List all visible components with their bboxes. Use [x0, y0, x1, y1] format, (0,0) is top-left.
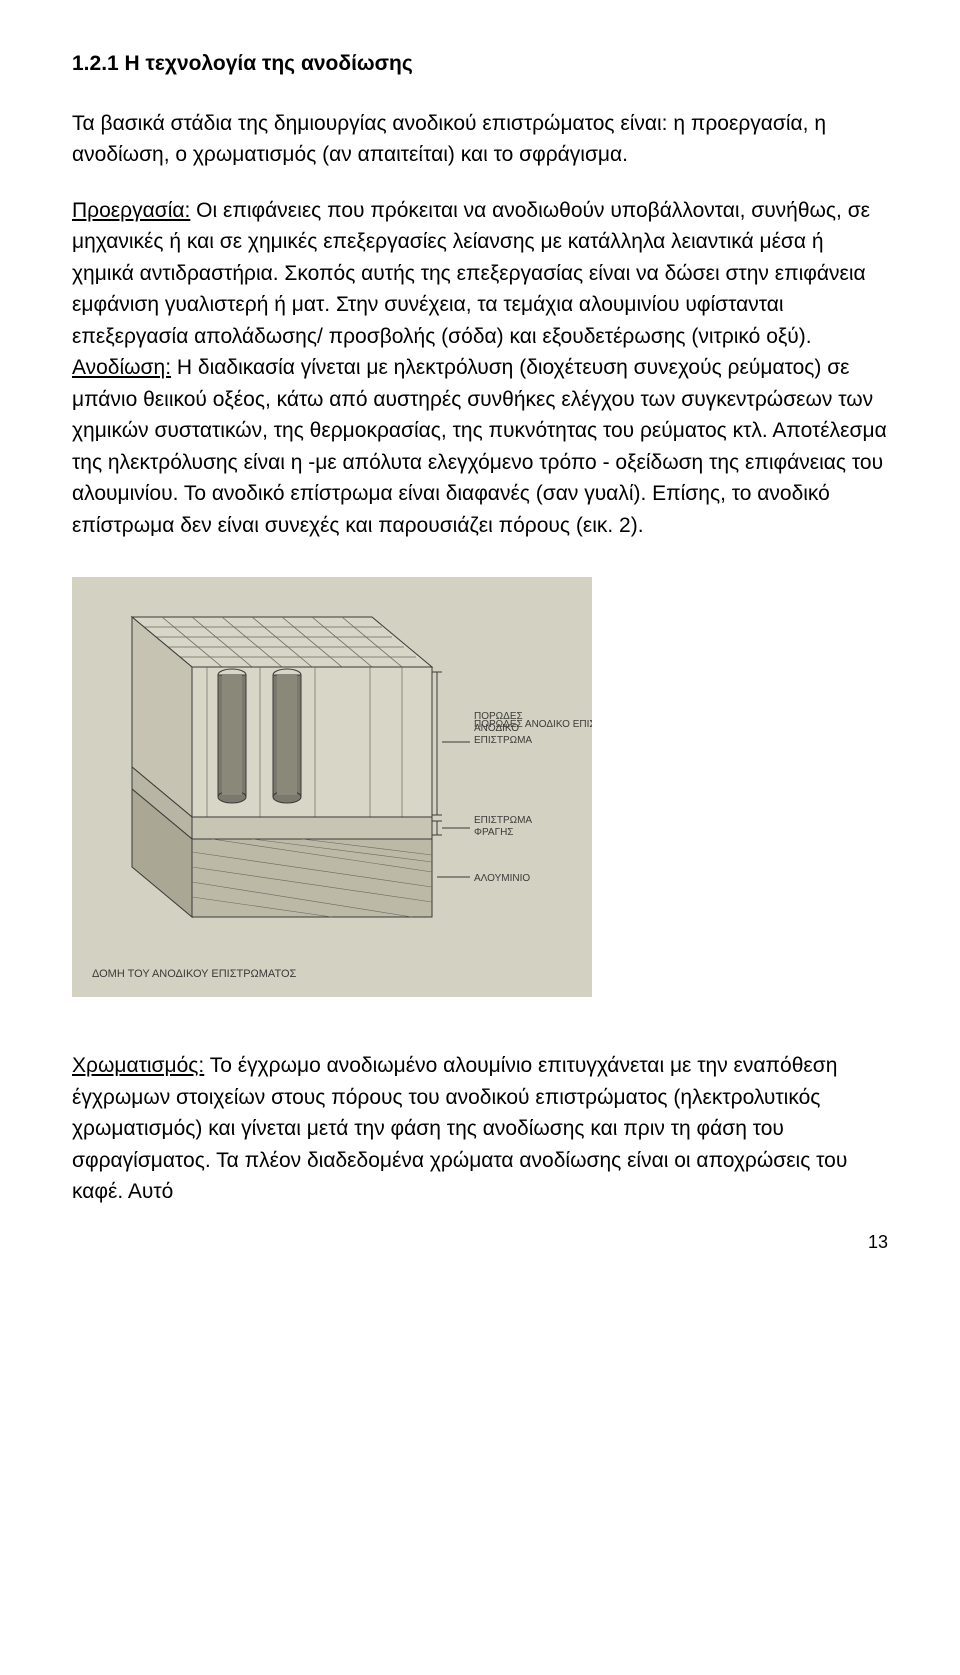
body-anodiosi: Η διαδικασία γίνεται με ηλεκτρόλυση (διο… [72, 356, 887, 537]
page-number: 13 [72, 1232, 888, 1253]
label-proergasia: Προεργασία: [72, 199, 190, 222]
diagram-svg: ΠΟΡΩΔΕΣ ΑΝΟΔΙΚΟ ΕΠΙΣΤΡΩΜΑ ΠΟΡΩΔΕΣ ΑΝΟΔΙΚ… [72, 577, 592, 997]
document-page: 1.2.1 Η τεχνολογία της ανοδίωσης Τα βασι… [0, 0, 960, 1293]
figure-label-aluminium: ΑΛΟΥΜΙΝΙΟ [474, 873, 530, 884]
section-heading: 1.2.1 Η τεχνολογία της ανοδίωσης [72, 48, 888, 80]
section-proergasia: Προεργασία: Οι επιφάνειες που πρόκειται … [72, 195, 888, 542]
label-chromatismos: Χρωματισμός: [72, 1054, 204, 1077]
section-chromatismos: Χρωματισμός: Το έγχρωμο ανοδιωμένο αλουμ… [72, 1050, 888, 1208]
figure-caption: ΔΟΜΗ ΤΟΥ ΑΝΟΔΙΚΟΥ ΕΠΙΣΤΡΩΜΑΤΟΣ [92, 968, 297, 980]
barrier-front [192, 817, 432, 839]
body-proergasia: Οι επιφάνειες που πρόκειται να ανοδιωθού… [72, 199, 870, 348]
figure-anodic-coating: ΠΟΡΩΔΕΣ ΑΝΟΔΙΚΟ ΕΠΙΣΤΡΩΜΑ ΠΟΡΩΔΕΣ ΑΝΟΔΙΚ… [72, 577, 888, 1002]
label-anodiosi: Ανοδίωση: [72, 356, 171, 379]
intro-paragraph: Τα βασικά στάδια της δημιουργίας ανοδικο… [72, 108, 888, 171]
